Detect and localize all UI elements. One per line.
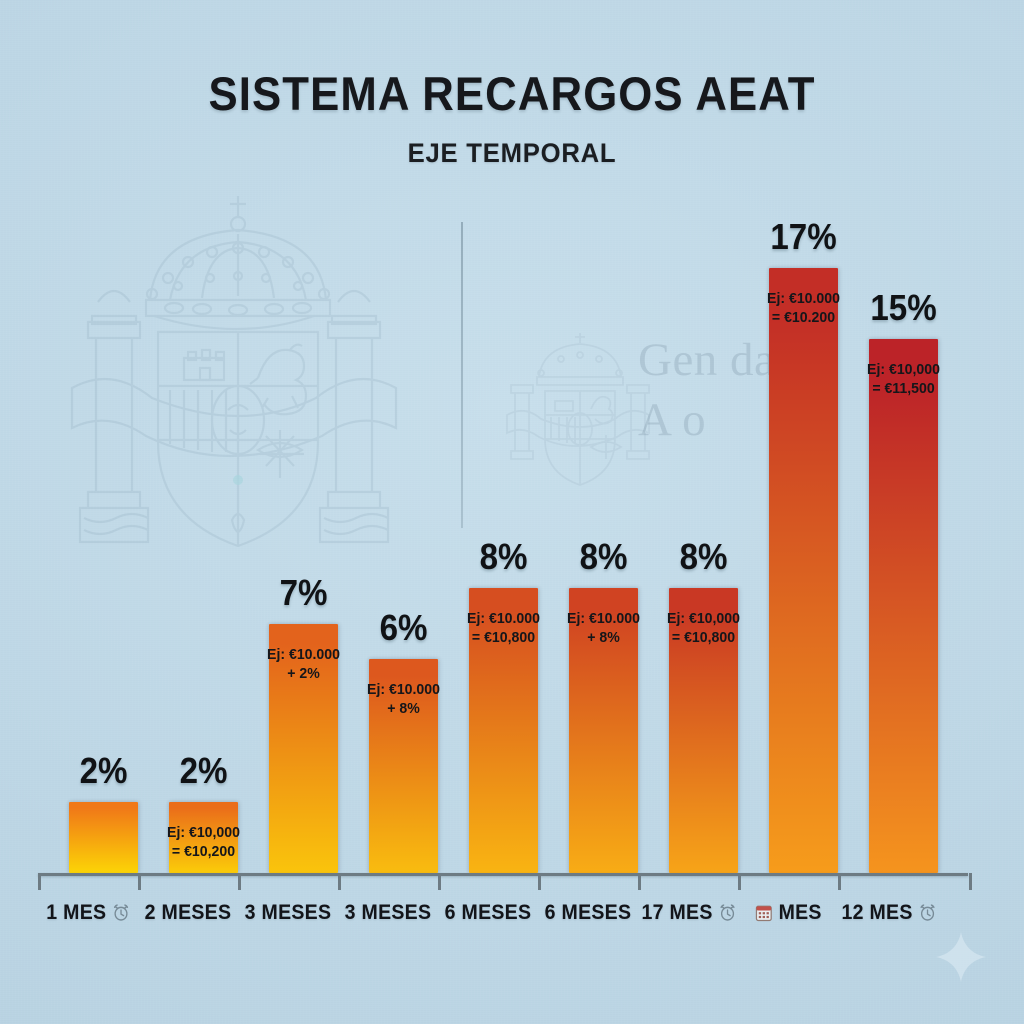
chart-subtitle: EJE TEMPORAL <box>407 138 617 168</box>
x-axis-label-text: 1 MES <box>46 901 107 924</box>
x-axis-label[interactable]: 6 MESES <box>442 901 535 925</box>
x-axis-label-text: 17 MES <box>641 901 713 924</box>
x-axis-label-text: 6 MESES <box>444 901 532 924</box>
x-axis-label[interactable]: 3 MESES <box>242 901 335 925</box>
bar-value-label: 8% <box>479 536 528 577</box>
x-axis-label-text: 3 MESES <box>244 901 332 924</box>
x-axis-tick <box>838 873 841 890</box>
x-axis-label-text: 2 MESES <box>144 901 232 924</box>
bar[interactable] <box>569 588 638 873</box>
x-axis-tick <box>438 873 441 890</box>
calendar-icon <box>754 903 773 924</box>
bar-value-label: 6% <box>379 607 428 648</box>
x-axis-tick <box>738 873 741 890</box>
bar[interactable] <box>469 588 538 873</box>
bar-value-label: 2% <box>179 750 228 791</box>
bar-value-label: 15% <box>870 287 937 328</box>
x-axis-label[interactable]: 2 MESES <box>142 901 235 925</box>
alarm-clock-icon <box>918 903 936 924</box>
bar[interactable] <box>669 588 738 873</box>
x-axis-label[interactable]: 6 MESES <box>542 901 635 925</box>
x-axis-label-text: 6 MESES <box>544 901 632 924</box>
x-axis-label-text: 12 MES <box>841 901 913 924</box>
alarm-clock-icon <box>112 903 130 924</box>
bar-value-label: 2% <box>79 750 128 791</box>
x-axis-tick <box>38 873 41 890</box>
x-axis-label[interactable]: 17 MES <box>642 901 735 925</box>
bar[interactable] <box>369 659 438 873</box>
x-axis-tick <box>538 873 541 890</box>
bar[interactable] <box>269 624 338 873</box>
x-axis-label-text: MES <box>778 901 822 924</box>
bar-value-label: 17% <box>770 216 837 257</box>
bar[interactable] <box>69 802 138 873</box>
bar-value-label: 7% <box>279 572 328 613</box>
chart-title: SISTEMA RECARGOS AEAT <box>208 67 816 120</box>
x-axis-label[interactable]: 3 MESES <box>342 901 435 925</box>
bar[interactable] <box>169 802 238 873</box>
x-axis-tick <box>638 873 641 890</box>
x-axis-label[interactable]: MES <box>742 901 835 925</box>
x-axis-tick <box>969 873 972 890</box>
x-axis-tick <box>238 873 241 890</box>
alarm-clock-icon <box>718 903 736 924</box>
x-axis-line <box>38 873 968 876</box>
x-axis-tick <box>138 873 141 890</box>
x-axis-label[interactable]: 12 MES <box>842 901 935 925</box>
bar-value-label: 8% <box>679 536 728 577</box>
bar[interactable] <box>869 339 938 873</box>
bar[interactable] <box>769 268 838 873</box>
x-axis-label[interactable]: 1 MES <box>42 901 135 925</box>
x-axis-label-text: 3 MESES <box>344 901 432 924</box>
section-divider <box>461 222 463 528</box>
bar-value-label: 8% <box>579 536 628 577</box>
x-axis-tick <box>338 873 341 890</box>
